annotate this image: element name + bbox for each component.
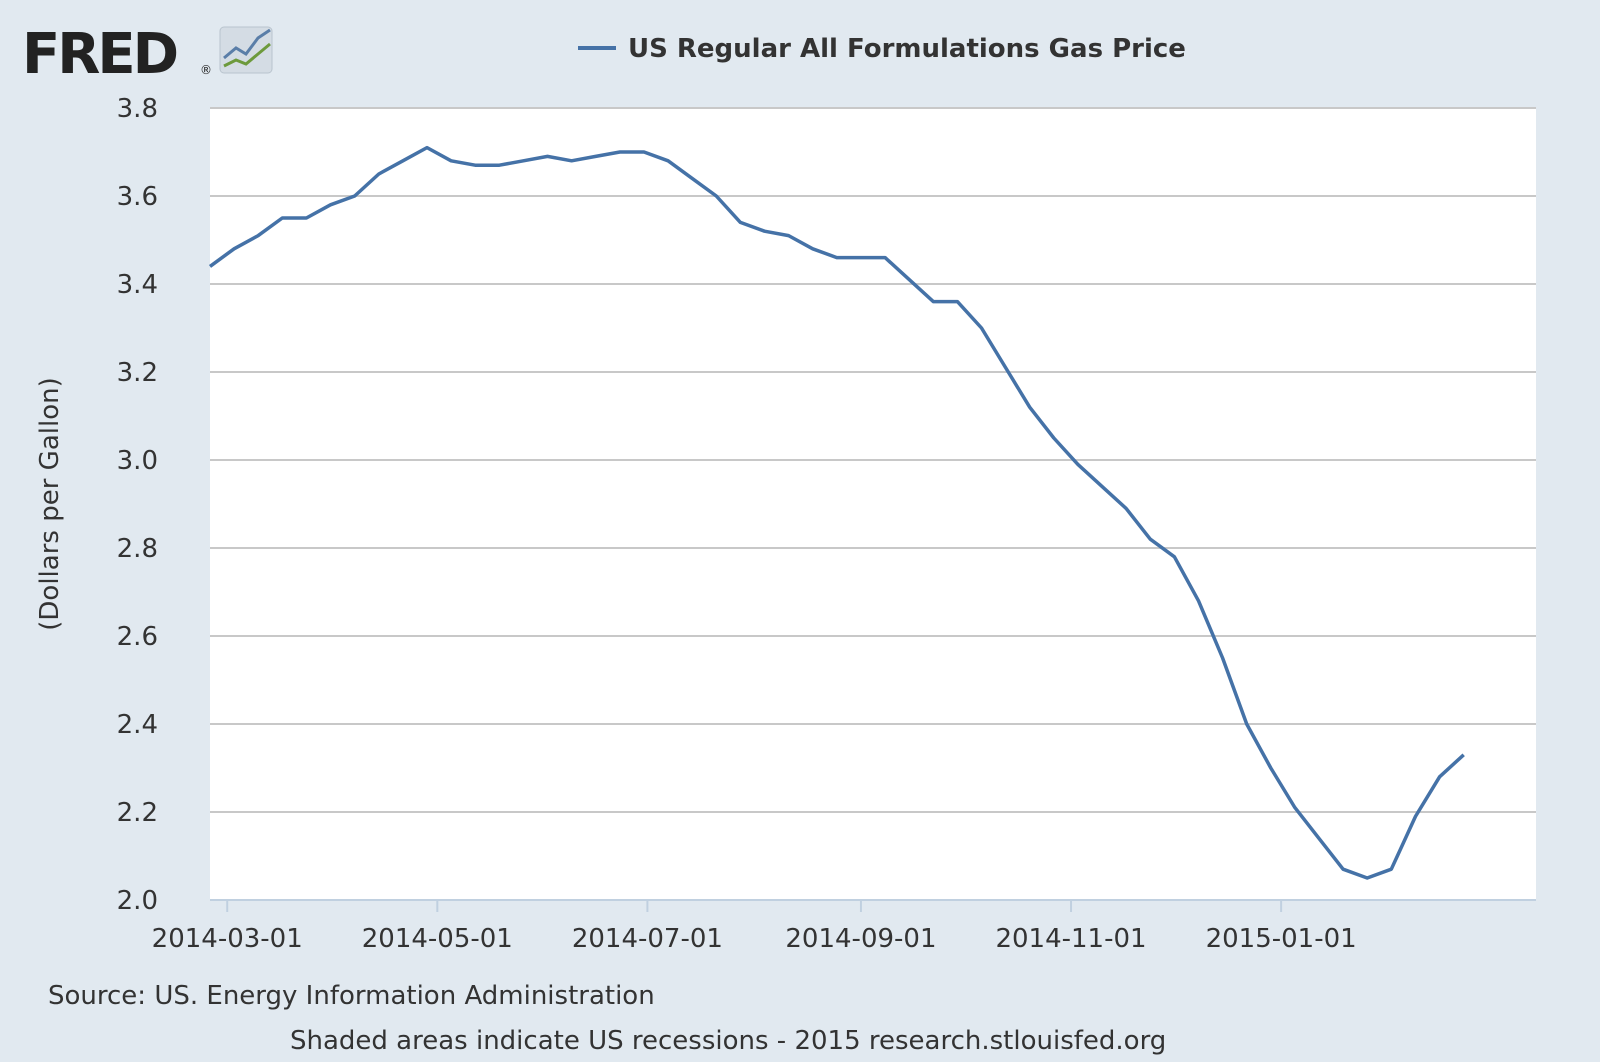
x-axis: 2014-03-01 2014-05-01 2014-07-01 2014-09-01… bbox=[152, 900, 1357, 954]
fred-logo[interactable]: FRED ® bbox=[22, 22, 273, 87]
y-tick-label: 2.8 bbox=[117, 534, 158, 564]
recession-note: Shaded areas indicate US recessions - 20… bbox=[290, 1026, 1166, 1056]
source-text: Source: US. Energy Information Administr… bbox=[48, 981, 655, 1011]
y-tick-label: 2.4 bbox=[117, 710, 158, 740]
fred-logo-registered: ® bbox=[200, 63, 212, 77]
fred-chart-icon bbox=[219, 26, 273, 74]
fred-logo-text: FRED bbox=[22, 22, 177, 87]
x-tick-label: 2014-03-01 bbox=[152, 924, 303, 954]
y-tick-label: 2.2 bbox=[117, 798, 158, 828]
y-tick-label: 3.2 bbox=[117, 358, 158, 388]
x-tick-label: 2014-09-01 bbox=[785, 924, 936, 954]
series-layer[interactable] bbox=[208, 145, 1465, 880]
x-tick-label: 2014-05-01 bbox=[362, 924, 513, 954]
y-tick-label: 3.0 bbox=[117, 446, 158, 476]
x-tick-label: 2014-07-01 bbox=[572, 924, 723, 954]
series-line[interactable] bbox=[208, 145, 1465, 880]
y-axis-title: (Dollars per Gallon) bbox=[35, 377, 65, 630]
plot-area bbox=[210, 108, 1536, 900]
legend[interactable]: US Regular All Formulations Gas Price bbox=[578, 34, 1186, 64]
y-tick-label: 3.4 bbox=[117, 270, 158, 300]
y-tick-label: 3.6 bbox=[117, 182, 158, 212]
grid-lines bbox=[210, 107, 1536, 813]
y-tick-label: 3.8 bbox=[117, 94, 158, 124]
y-tick-label: 2.0 bbox=[117, 886, 158, 916]
x-tick-label: 2014-11-01 bbox=[995, 924, 1146, 954]
x-tick-label: 2015-01-01 bbox=[1206, 924, 1357, 954]
legend-label: US Regular All Formulations Gas Price bbox=[628, 34, 1186, 64]
y-axis: 2.0 2.2 2.4 2.6 2.8 3.0 3.2 3.4 3.6 3.8 bbox=[117, 94, 158, 916]
y-tick-label: 2.6 bbox=[117, 622, 158, 652]
